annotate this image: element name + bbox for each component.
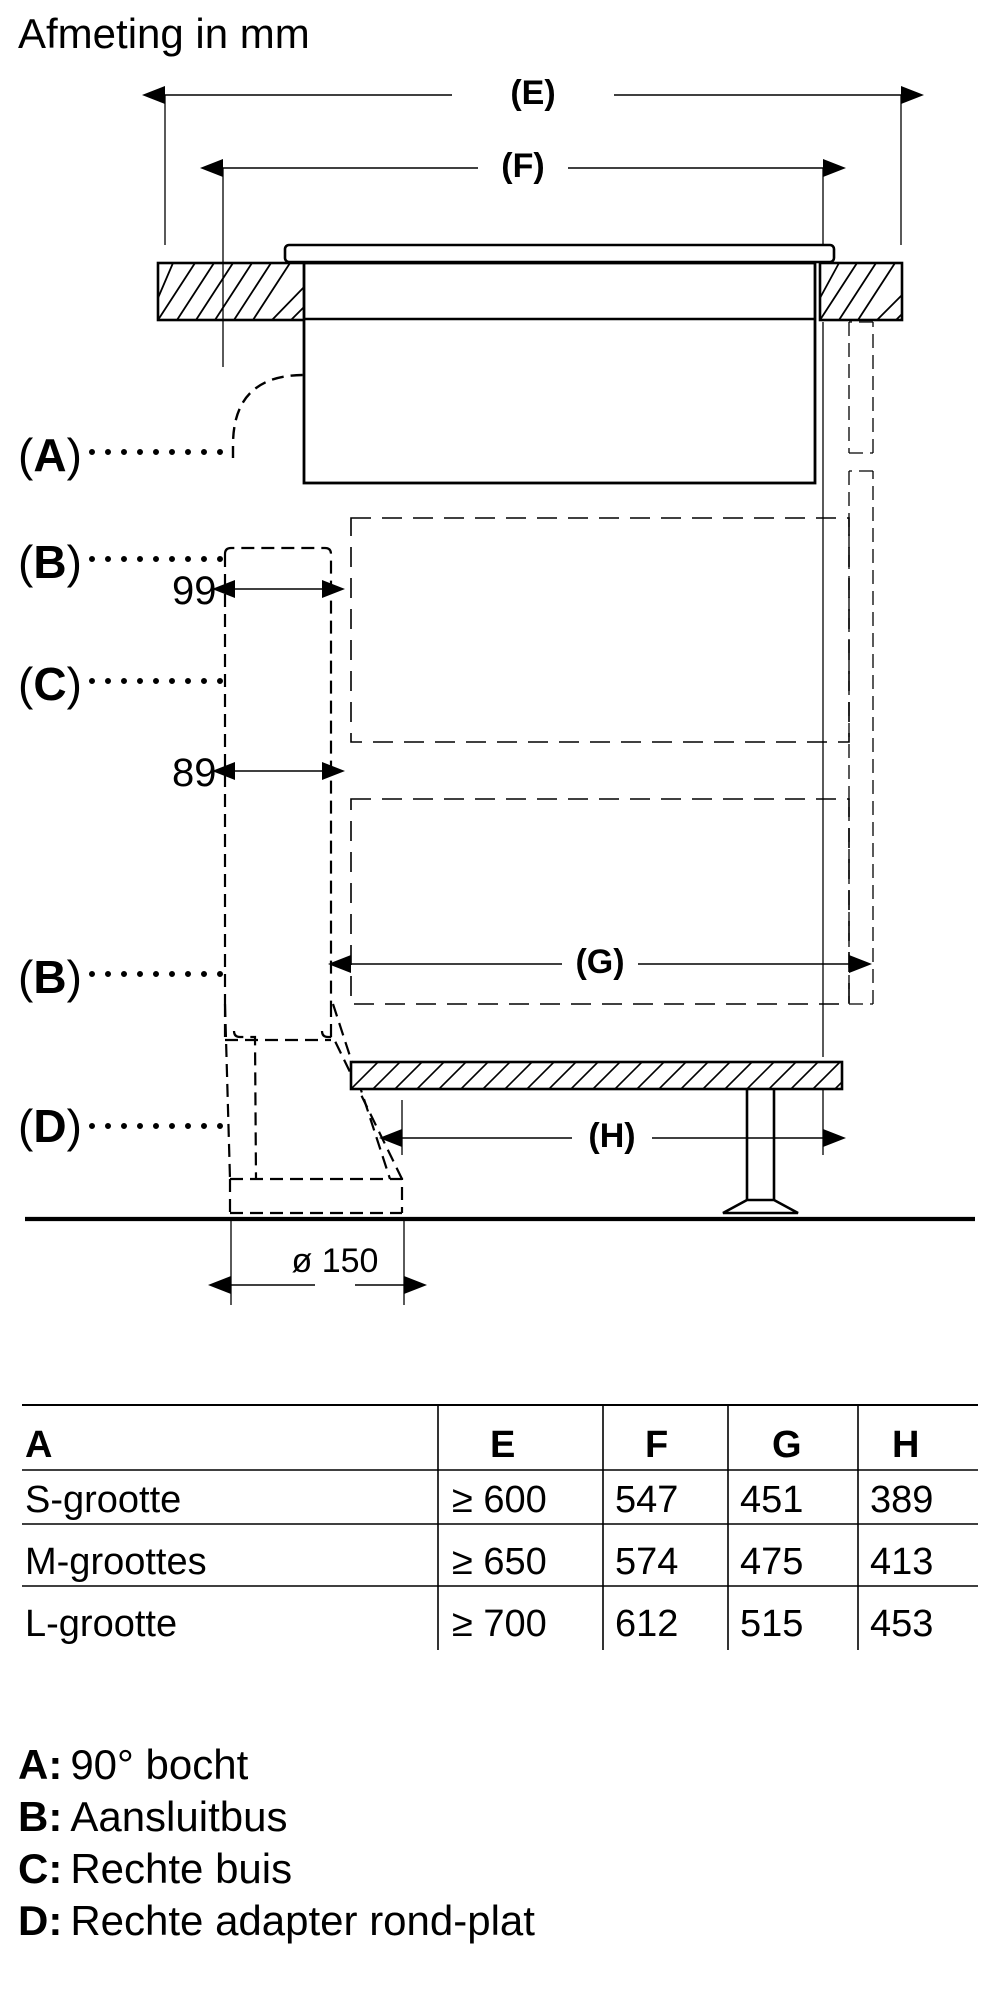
svg-text:89: 89 — [172, 751, 217, 795]
svg-text:≥ 700: ≥ 700 — [452, 1603, 547, 1645]
svg-text:E: E — [490, 1424, 515, 1466]
svg-text:F: F — [645, 1424, 668, 1466]
svg-text:453: 453 — [870, 1603, 933, 1645]
svg-text:515: 515 — [740, 1603, 803, 1645]
svg-text:612: 612 — [615, 1603, 678, 1645]
svg-text:(A): (A) — [18, 429, 82, 481]
svg-text:(H): (H) — [588, 1117, 635, 1155]
svg-text:M-groottes: M-groottes — [25, 1541, 207, 1583]
svg-text:475: 475 — [740, 1541, 803, 1583]
svg-text:C:Rechte buis: C: Rechte buis — [18, 1845, 292, 1892]
svg-text:L-grootte: L-grootte — [25, 1603, 177, 1645]
svg-text:≥ 650: ≥ 650 — [452, 1541, 547, 1583]
svg-text:574: 574 — [615, 1541, 678, 1583]
svg-text:451: 451 — [740, 1479, 803, 1521]
svg-text:ø 150: ø 150 — [292, 1242, 379, 1280]
svg-text:S-grootte: S-grootte — [25, 1479, 181, 1521]
svg-text:H: H — [892, 1424, 919, 1466]
svg-text:A: A — [25, 1424, 52, 1466]
svg-text:D:Rechte adapter rond-plat: D: Rechte adapter rond-plat — [18, 1897, 535, 1944]
svg-text:(G): (G) — [575, 943, 624, 981]
svg-text:413: 413 — [870, 1541, 933, 1583]
svg-text:(D): (D) — [18, 1100, 82, 1152]
svg-text:≥ 600: ≥ 600 — [452, 1479, 547, 1521]
svg-text:A:90° bocht: A: 90° bocht — [18, 1741, 249, 1788]
svg-text:(B): (B) — [18, 536, 82, 588]
svg-text:(C): (C) — [18, 658, 82, 710]
svg-text:G: G — [772, 1424, 802, 1466]
svg-text:99: 99 — [172, 569, 217, 613]
svg-text:(E): (E) — [510, 74, 555, 112]
svg-text:B:Aansluitbus: B: Aansluitbus — [18, 1793, 287, 1840]
svg-text:(F): (F) — [501, 147, 544, 185]
svg-text:(B): (B) — [18, 951, 82, 1003]
svg-text:389: 389 — [870, 1479, 933, 1521]
svg-text:Afmeting in mm: Afmeting in mm — [18, 10, 310, 57]
svg-text:547: 547 — [615, 1479, 678, 1521]
